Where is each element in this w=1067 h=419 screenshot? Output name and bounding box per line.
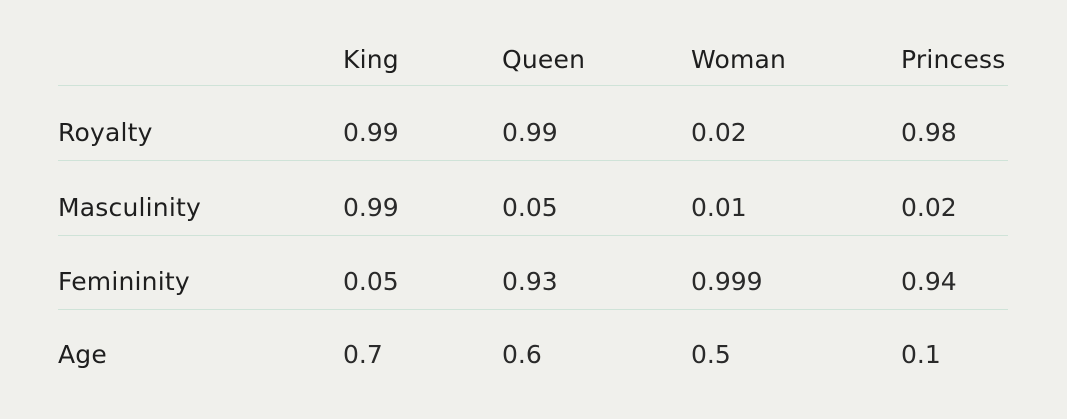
row-label: Age <box>58 340 107 369</box>
row-divider <box>58 160 1008 161</box>
cell-value: 0.05 <box>502 193 558 222</box>
cell-value: 0.99 <box>343 118 399 147</box>
cell-value: 0.6 <box>502 340 542 369</box>
cell-value: 0.93 <box>502 267 558 296</box>
column-header: Queen <box>502 45 586 74</box>
cell-value: 0.05 <box>343 267 399 296</box>
row-divider <box>58 309 1008 310</box>
cell-value: 0.99 <box>502 118 558 147</box>
cell-value: 0.5 <box>691 340 731 369</box>
row-label: Royalty <box>58 118 153 147</box>
cell-value: 0.02 <box>691 118 747 147</box>
cell-value: 0.02 <box>901 193 957 222</box>
cell-value: 0.01 <box>691 193 747 222</box>
row-divider <box>58 235 1008 236</box>
cell-value: 0.98 <box>901 118 957 147</box>
column-header: King <box>343 45 399 74</box>
row-label: Masculinity <box>58 193 201 222</box>
cell-value: 0.7 <box>343 340 383 369</box>
column-header: Princess <box>901 45 1006 74</box>
cell-value: 0.94 <box>901 267 957 296</box>
column-header: Woman <box>691 45 787 74</box>
row-divider <box>58 85 1008 86</box>
cell-value: 0.999 <box>691 267 763 296</box>
row-label: Femininity <box>58 267 190 296</box>
cell-value: 0.1 <box>901 340 941 369</box>
cell-value: 0.99 <box>343 193 399 222</box>
